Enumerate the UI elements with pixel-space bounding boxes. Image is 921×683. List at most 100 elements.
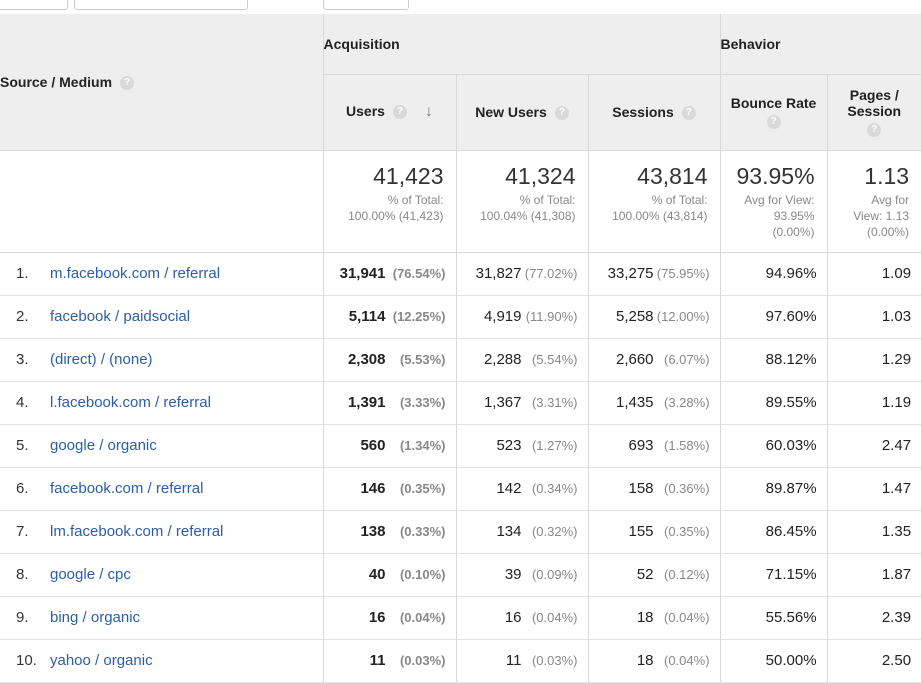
sessions-value: 2,660 <box>615 351 654 368</box>
sessions-cell: 33,275 (75.95%) <box>588 252 721 296</box>
users-value: 31,941 <box>339 265 386 282</box>
bounce-rate-column-header[interactable]: Bounce Rate ? <box>720 74 828 151</box>
bounce-rate-cell: 71.15% <box>720 553 828 597</box>
sessions-column-header[interactable]: Sessions? <box>588 74 721 151</box>
source-cell: 3. (direct) / (none) <box>0 338 324 382</box>
sessions-value: 52 <box>636 566 654 583</box>
table-row[interactable]: 5. google / organic 560 (1.34%) 523 (1.27%) 69… <box>0 424 921 468</box>
users-column-header[interactable]: Users? ↓ <box>323 74 457 151</box>
sessions-value: 1,435 <box>615 394 654 411</box>
bounce-rate-value: 89.55% <box>765 394 817 411</box>
row-number: 5. <box>16 437 29 454</box>
sessions-cell: 5,258 (12.00%) <box>588 295 721 339</box>
help-icon[interactable]: ? <box>867 123 882 137</box>
help-icon[interactable]: ? <box>766 115 781 129</box>
table-body: 1. m.facebook.com / referral 31,941 (76.54%… <box>0 252 921 683</box>
new-users-cell: 31,827 (77.02%) <box>456 252 589 296</box>
row-number: 3. <box>16 351 29 368</box>
users-header-label: Users <box>346 102 385 119</box>
pages-session-column-header[interactable]: Pages / Session ? <box>827 74 921 151</box>
toolbar-button[interactable] <box>323 0 409 10</box>
sessions-cell: 18 (0.04%) <box>588 639 721 683</box>
new-users-percent: (11.90%) <box>525 309 578 324</box>
new-users-value: 31,827 <box>475 265 522 282</box>
sort-descending-icon[interactable]: ↓ <box>424 103 433 121</box>
source-medium-link[interactable]: facebook.com / referral <box>50 480 204 497</box>
table-row[interactable]: 10. yahoo / organic 11 (0.03%) 11 (0.03%) 18 (0… <box>0 639 921 683</box>
help-icon[interactable]: ? <box>120 75 135 90</box>
sessions-percent: (0.35%) <box>664 524 710 539</box>
table-row[interactable]: 8. google / cpc 40 (0.10%) 39 (0.09%) 52 (0.12%… <box>0 553 921 597</box>
table-row[interactable]: 3. (direct) / (none) 2,308 (5.53%) 2,288 (5.5… <box>0 338 921 382</box>
new-users-cell: 1,367 (3.31%) <box>456 381 589 425</box>
totals-users-value: 41,423 <box>373 162 444 189</box>
source-medium-link[interactable]: google / organic <box>50 437 157 454</box>
new-users-value: 16 <box>504 609 522 626</box>
table-row[interactable]: 6. facebook.com / referral 146 (0.35%) 142 (0… <box>0 467 921 511</box>
pages-session-cell: 2.47 <box>827 424 921 468</box>
totals-users-caption: % of Total: <box>387 192 444 207</box>
bounce-rate-cell: 97.60% <box>720 295 828 339</box>
source-medium-link[interactable]: m.facebook.com / referral <box>50 265 221 282</box>
table-row[interactable]: 1. m.facebook.com / referral 31,941 (76.54%… <box>0 252 921 296</box>
pages-session-cell: 1.87 <box>827 553 921 597</box>
source-medium-label: Source / Medium <box>0 73 113 90</box>
totals-pages-session: 1.13 Avg for View: 1.13 (0.00%) <box>827 150 921 253</box>
source-cell: 2. facebook / paidsocial <box>0 295 324 339</box>
toolbar-button[interactable] <box>0 0 68 10</box>
source-medium-link[interactable]: bing / organic <box>50 609 141 626</box>
help-icon[interactable]: ? <box>392 105 407 120</box>
new-users-percent: (3.31%) <box>531 395 578 410</box>
sessions-cell: 52 (0.12%) <box>588 553 721 597</box>
pages-session-cell: 1.35 <box>827 510 921 554</box>
bounce-rate-value: 60.03% <box>765 437 817 454</box>
sessions-value: 33,275 <box>607 265 654 282</box>
source-medium-link[interactable]: lm.facebook.com / referral <box>50 523 224 540</box>
new-users-percent: (0.04%) <box>531 610 578 625</box>
users-cell: 146 (0.35%) <box>323 467 457 511</box>
users-percent: (0.10%) <box>399 567 446 582</box>
table-row[interactable]: 4. l.facebook.com / referral 1,391 (3.33%) 1… <box>0 381 921 425</box>
totals-label-cell <box>0 150 324 253</box>
totals-bounce-rate-caption: Avg for View: <box>744 192 815 207</box>
toolbar-strip <box>0 0 921 14</box>
new-users-cell: 4,919 (11.90%) <box>456 295 589 339</box>
table-row[interactable]: 2. facebook / paidsocial 5,114 (12.25%) 4,91… <box>0 295 921 339</box>
row-number: 7. <box>16 523 29 540</box>
table-row[interactable]: 9. bing / organic 16 (0.04%) 16 (0.04%) 18 (0.0… <box>0 596 921 640</box>
source-medium-link[interactable]: google / cpc <box>50 566 131 583</box>
users-cell: 1,391 (3.33%) <box>323 381 457 425</box>
users-cell: 2,308 (5.53%) <box>323 338 457 382</box>
totals-new-users-value: 41,324 <box>505 162 576 189</box>
new-users-percent: (5.54%) <box>531 352 578 367</box>
new-users-percent: (1.27%) <box>531 438 578 453</box>
new-users-cell: 142 (0.34%) <box>456 467 589 511</box>
pages-session-cell: 1.29 <box>827 338 921 382</box>
source-medium-header[interactable]: Source / Medium? <box>0 14 324 151</box>
users-percent: (0.33%) <box>399 524 446 539</box>
source-medium-link[interactable]: facebook / paidsocial <box>50 308 191 325</box>
source-medium-link[interactable]: (direct) / (none) <box>50 351 153 368</box>
help-icon[interactable]: ? <box>554 106 569 121</box>
sessions-value: 18 <box>636 609 654 626</box>
new-users-column-header[interactable]: New Users? <box>456 74 589 151</box>
bounce-rate-cell: 94.96% <box>720 252 828 296</box>
help-icon[interactable]: ? <box>681 106 696 121</box>
sessions-header-label: Sessions <box>612 103 674 120</box>
table-row[interactable]: 7. lm.facebook.com / referral 138 (0.33%) 13… <box>0 510 921 554</box>
sessions-cell: 2,660 (6.07%) <box>588 338 721 382</box>
toolbar-dropdown[interactable] <box>74 0 248 10</box>
users-cell: 138 (0.33%) <box>323 510 457 554</box>
totals-bounce-rate: 93.95% Avg for View: 93.95% (0.00%) <box>720 150 828 253</box>
sessions-value: 155 <box>628 523 654 540</box>
acquisition-group-header: Acquisition <box>322 14 721 75</box>
pages-session-header-label: Pages / Session <box>847 87 902 119</box>
users-value: 560 <box>360 437 386 454</box>
row-number: 10. <box>16 652 37 669</box>
source-medium-link[interactable]: l.facebook.com / referral <box>50 394 211 411</box>
totals-users: 41,423 % of Total: 100.00% (41,423) <box>323 150 457 253</box>
bounce-rate-cell: 55.56% <box>720 596 828 640</box>
source-medium-link[interactable]: yahoo / organic <box>50 652 153 669</box>
new-users-value: 2,288 <box>483 351 522 368</box>
totals-new-users: 41,324 % of Total: 100.04% (41,308) <box>456 150 589 253</box>
